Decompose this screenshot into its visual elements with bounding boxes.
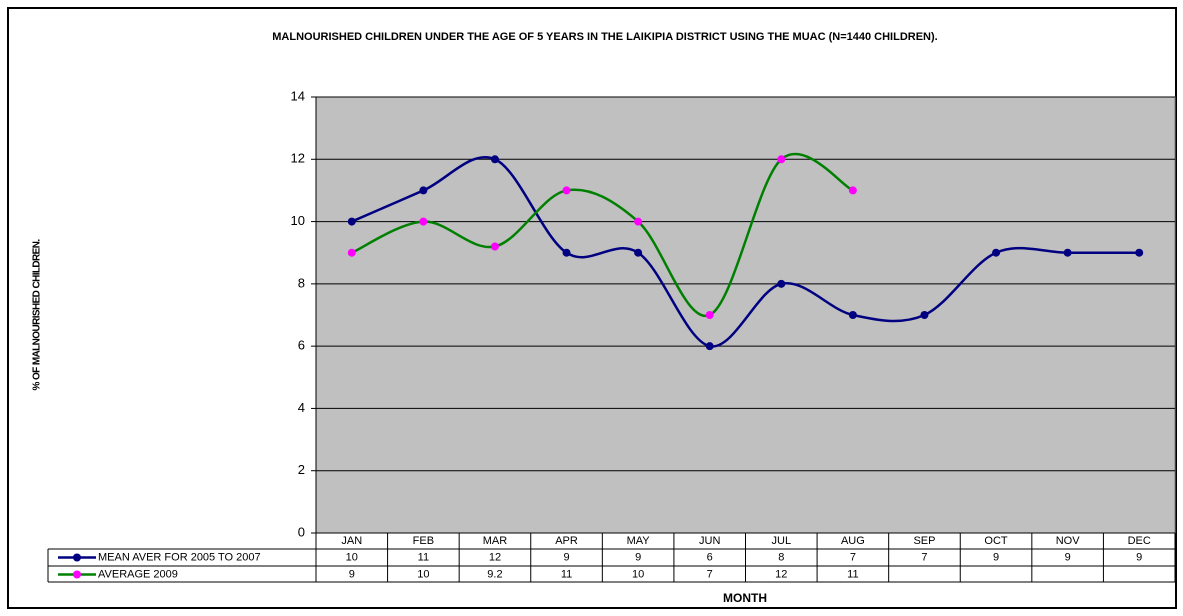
table-value: 6 xyxy=(707,551,713,563)
legend-key-marker xyxy=(73,570,81,579)
x-axis-title: MONTH xyxy=(723,591,767,605)
y-tick-label: 4 xyxy=(298,400,305,415)
table-value: 7 xyxy=(707,568,713,580)
marker xyxy=(347,248,356,257)
x-tick-label: JUL xyxy=(772,535,792,547)
table-value: 9 xyxy=(563,551,569,563)
legend-label: AVERAGE 2009 xyxy=(98,568,178,580)
marker xyxy=(347,217,356,226)
y-axis-title: % OF MALNOURISHED CHILDREN. xyxy=(32,239,43,391)
table-value: 10 xyxy=(346,551,358,563)
table-value: 9 xyxy=(349,568,355,580)
marker xyxy=(634,248,643,257)
chart-title: MALNOURISHED CHILDREN UNDER THE AGE OF 5… xyxy=(272,31,938,43)
table-value: 8 xyxy=(778,551,784,563)
table-value: 9 xyxy=(1136,551,1142,563)
table-value: 9 xyxy=(635,551,641,563)
table-value: 12 xyxy=(489,551,501,563)
series-line xyxy=(351,152,854,318)
marker xyxy=(562,248,571,257)
y-tick-label: 0 xyxy=(298,524,305,539)
table-value: 12 xyxy=(775,568,787,580)
table-value: 11 xyxy=(847,568,858,580)
marker xyxy=(562,186,571,195)
table-value: 10 xyxy=(417,568,429,580)
table-value: 11 xyxy=(561,568,572,580)
y-tick-label: 10 xyxy=(291,213,305,228)
x-tick-label: APR xyxy=(555,535,578,547)
x-tick-label: DEC xyxy=(1128,535,1151,547)
y-tick-label: 2 xyxy=(298,462,305,477)
table-value: 9 xyxy=(993,551,999,563)
legend-label: MEAN AVER FOR 2005 TO 2007 xyxy=(98,551,261,563)
marker xyxy=(777,279,786,288)
marker xyxy=(705,342,714,351)
y-tick-label: 8 xyxy=(298,275,305,290)
x-tick-label: FEB xyxy=(413,535,434,547)
marker xyxy=(419,217,428,226)
marker xyxy=(777,155,786,164)
table-value: 9 xyxy=(1065,551,1071,563)
marker xyxy=(848,186,857,195)
marker xyxy=(1135,248,1144,257)
marker xyxy=(490,242,499,251)
x-tick-label: NOV xyxy=(1056,535,1081,547)
table-value: 7 xyxy=(850,551,856,563)
x-tick-label: MAY xyxy=(627,535,651,547)
x-tick-label: MAR xyxy=(483,535,508,547)
marker xyxy=(1063,248,1072,257)
x-tick-label: JUN xyxy=(699,535,720,547)
table-value: 9.2 xyxy=(487,568,502,580)
marker xyxy=(634,217,643,226)
y-tick-label: 12 xyxy=(291,151,305,166)
x-tick-label: OCT xyxy=(984,535,1008,547)
marker xyxy=(419,186,428,195)
marker xyxy=(705,311,714,319)
x-tick-label: SEP xyxy=(913,535,935,547)
y-tick-label: 14 xyxy=(291,88,305,103)
table-value: 11 xyxy=(418,551,429,563)
plot-area xyxy=(315,96,1176,534)
marker xyxy=(920,311,929,319)
marker xyxy=(490,155,499,164)
legend-key-marker xyxy=(73,553,81,562)
table-value: 7 xyxy=(921,551,927,563)
marker xyxy=(992,248,1001,257)
x-tick-label: JAN xyxy=(341,535,362,547)
x-tick-label: AUG xyxy=(841,535,865,547)
marker xyxy=(848,311,857,319)
y-tick-label: 6 xyxy=(298,338,305,353)
table-value: 10 xyxy=(632,568,644,580)
